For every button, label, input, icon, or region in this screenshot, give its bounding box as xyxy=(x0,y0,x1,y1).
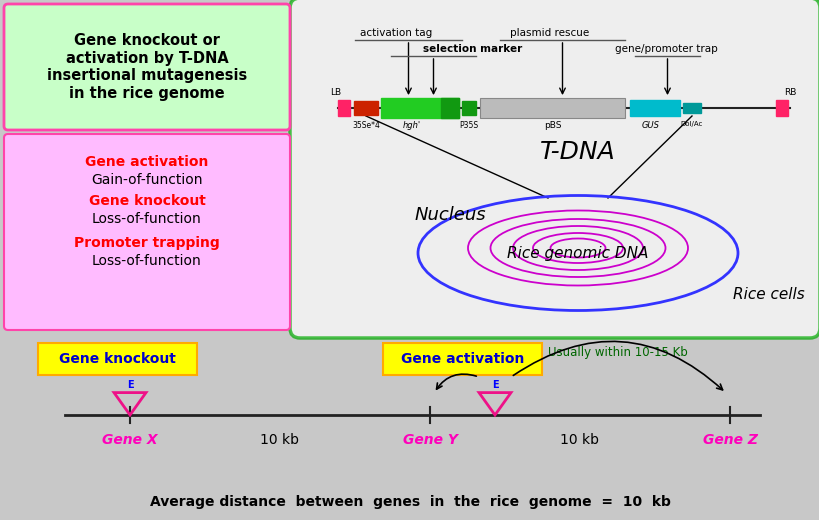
FancyBboxPatch shape xyxy=(382,343,541,375)
Text: E: E xyxy=(491,380,498,389)
Text: RB: RB xyxy=(783,88,795,97)
Bar xyxy=(354,101,378,115)
Bar xyxy=(337,100,350,116)
Bar xyxy=(461,101,475,115)
Text: Gene knockout: Gene knockout xyxy=(88,194,206,208)
Text: Gene Y: Gene Y xyxy=(402,433,457,447)
Text: Promoter trapping: Promoter trapping xyxy=(74,236,219,250)
Text: gene/promoter trap: gene/promoter trap xyxy=(614,44,717,54)
Bar xyxy=(629,100,679,116)
Text: Dol/Ac: Dol/Ac xyxy=(680,121,703,127)
Bar xyxy=(441,98,459,118)
Text: selection marker: selection marker xyxy=(423,44,523,54)
Bar xyxy=(381,98,459,118)
Bar xyxy=(479,98,624,118)
Text: Gene Z: Gene Z xyxy=(702,433,757,447)
Text: Usually within 10-15 Kb: Usually within 10-15 Kb xyxy=(547,345,687,358)
Text: 10 kb: 10 kb xyxy=(260,433,299,447)
FancyBboxPatch shape xyxy=(4,134,290,330)
Text: LB: LB xyxy=(330,88,342,97)
Bar xyxy=(775,100,787,116)
Text: Average distance  between  genes  in  the  rice  genome  =  10  kb: Average distance between genes in the ri… xyxy=(149,495,670,509)
Text: pBS: pBS xyxy=(543,121,560,130)
Text: E: E xyxy=(126,380,133,389)
Text: Gain-of-function: Gain-of-function xyxy=(91,173,202,187)
Text: 35Se*4: 35Se*4 xyxy=(351,121,379,130)
Text: Gene activation: Gene activation xyxy=(400,352,523,366)
Bar xyxy=(682,103,700,113)
Text: 10 kb: 10 kb xyxy=(560,433,599,447)
Text: GUS: GUS xyxy=(641,121,659,130)
FancyBboxPatch shape xyxy=(290,0,819,338)
Text: activation tag: activation tag xyxy=(360,28,432,38)
FancyBboxPatch shape xyxy=(38,343,197,375)
Text: Gene activation: Gene activation xyxy=(85,155,208,169)
Text: Loss-of-function: Loss-of-function xyxy=(92,254,201,268)
Text: plasmid rescue: plasmid rescue xyxy=(509,28,589,38)
FancyBboxPatch shape xyxy=(4,4,290,130)
Text: Gene X: Gene X xyxy=(102,433,157,447)
Text: hgh': hgh' xyxy=(402,121,420,130)
Text: Nucleus: Nucleus xyxy=(414,206,486,224)
Text: T-DNA: T-DNA xyxy=(540,140,615,164)
Text: Rice cells: Rice cells xyxy=(732,287,804,302)
Text: Rice genomic DNA: Rice genomic DNA xyxy=(507,245,648,261)
Text: Gene knockout or
activation by T-DNA
insertional mutagenesis
in the rice genome: Gene knockout or activation by T-DNA ins… xyxy=(47,33,247,100)
Text: Gene knockout: Gene knockout xyxy=(59,352,176,366)
Text: Loss-of-function: Loss-of-function xyxy=(92,212,201,226)
Text: P35S: P35S xyxy=(459,121,478,130)
